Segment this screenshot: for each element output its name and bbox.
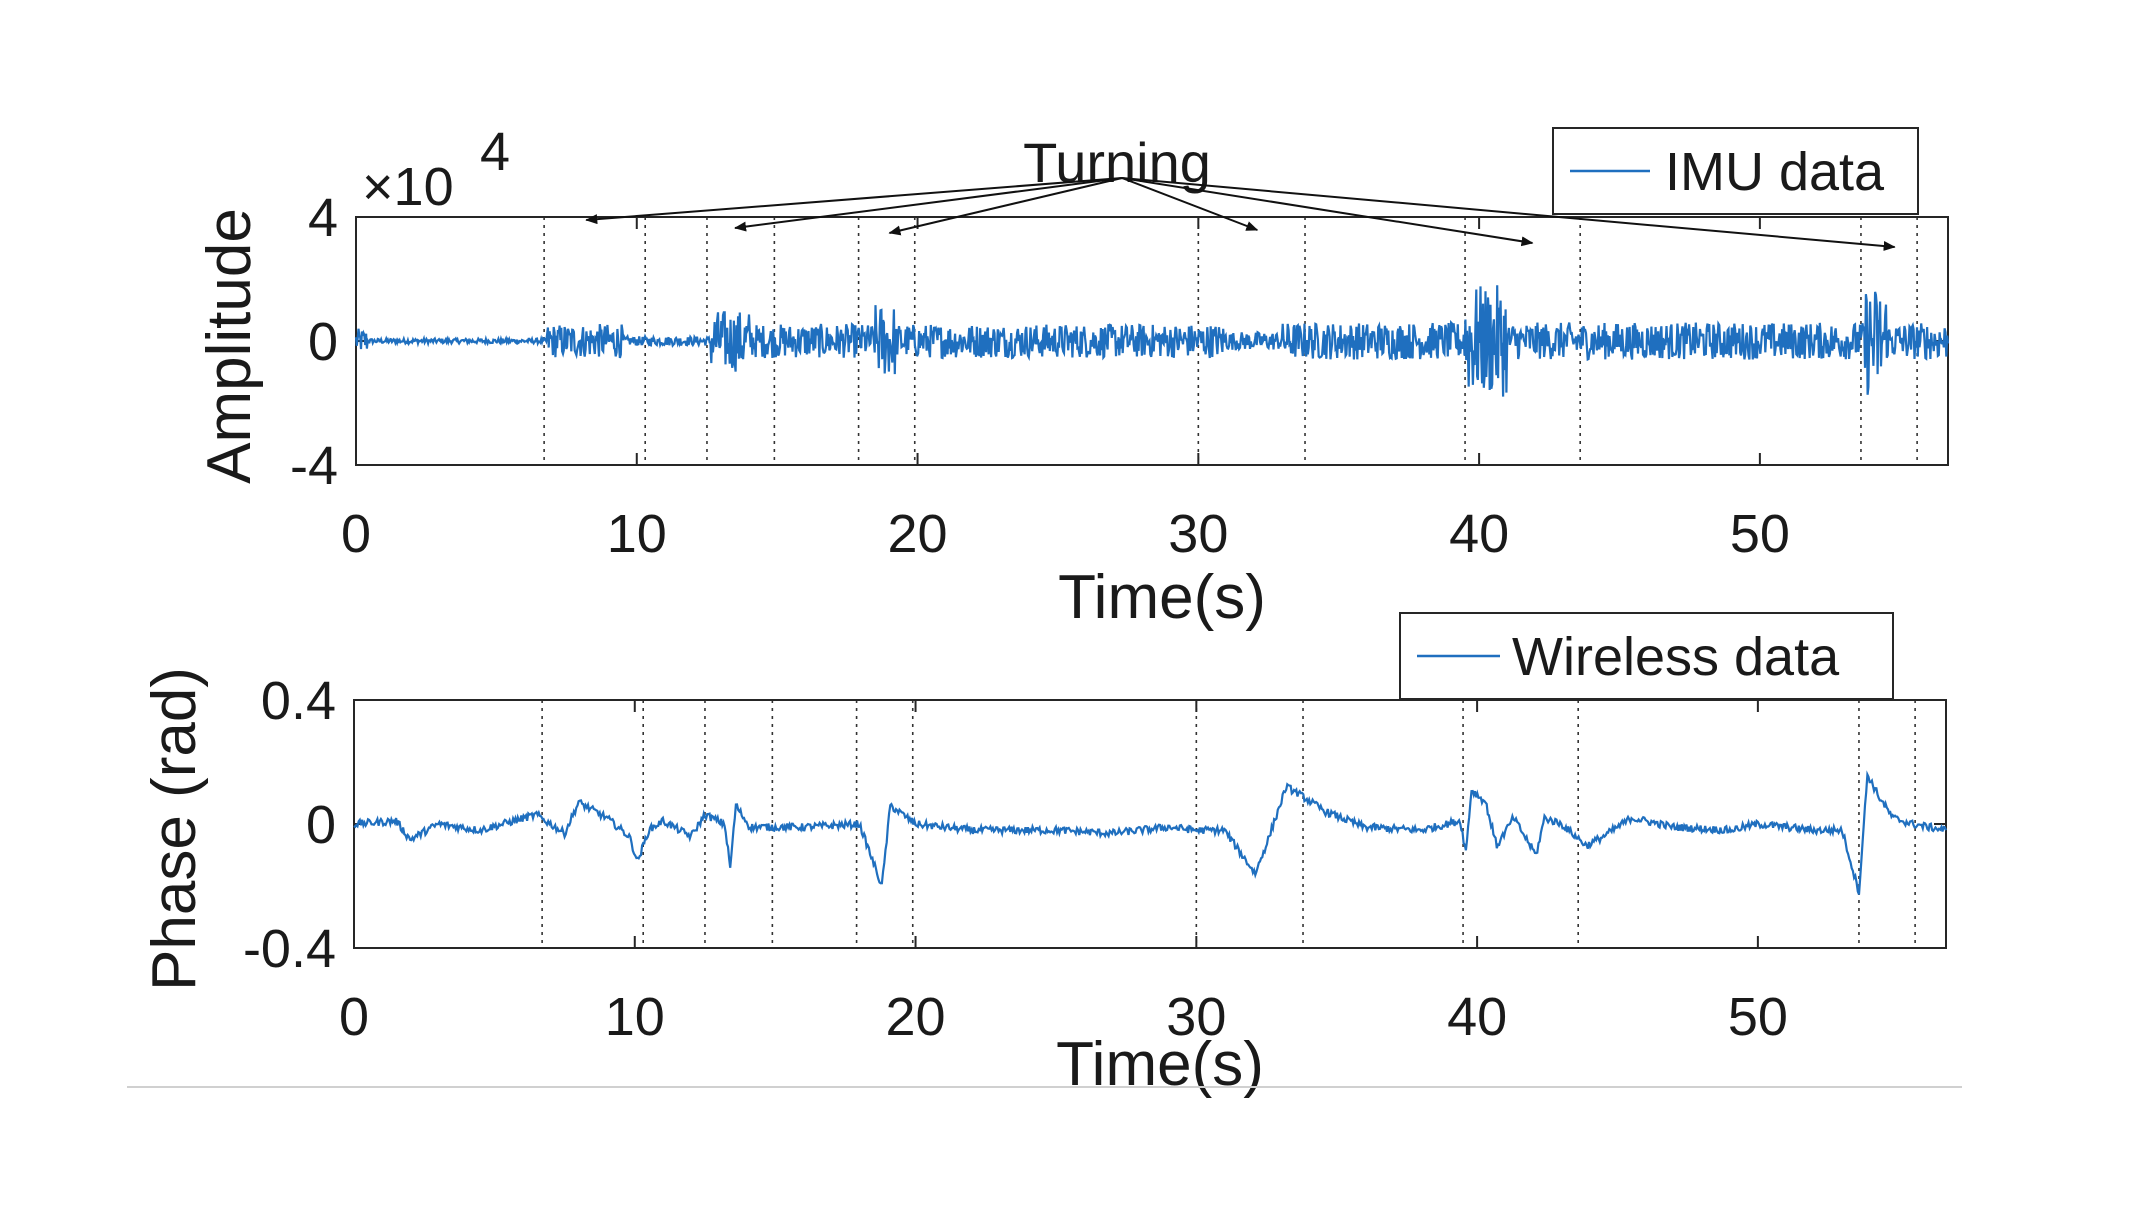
turning-arrow [734, 177, 1123, 232]
legend-label: Wireless data [1512, 627, 1840, 687]
axes-box [353, 699, 1947, 949]
turning-arrow [585, 177, 1123, 225]
y-multiplier-exponent: 4 [480, 122, 510, 182]
series-line [354, 285, 1950, 397]
turning-arrow [1121, 177, 1259, 231]
turning-guides [541, 217, 1918, 948]
x-axis-label: Time(s) [1056, 1030, 1264, 1099]
legend: IMU data [1552, 127, 1919, 215]
x-tick-label: 40 [1449, 504, 1509, 564]
y-tick-label: 0 [306, 795, 336, 855]
y-tick-label: 0.4 [261, 671, 336, 731]
x-tick-label: 40 [1447, 987, 1507, 1047]
x-axis-label: Time(s) [1058, 563, 1266, 632]
series-line [353, 770, 1948, 895]
y-tick-label: 4 [308, 188, 338, 248]
x-tick-label: 0 [339, 987, 369, 1047]
turning-arrow [888, 177, 1123, 236]
y-axis-label: Amplitude [195, 208, 264, 484]
x-tick-label: 30 [1168, 504, 1228, 564]
legend-label: IMU data [1665, 142, 1885, 202]
turning-label: Turning [1023, 131, 1211, 194]
x-tick-label: 50 [1730, 504, 1790, 564]
legend-box [1552, 127, 1919, 215]
y-axis-label: Phase (rad) [140, 667, 209, 991]
x-tick-label: 0 [341, 504, 371, 564]
x-tick-label: 30 [1166, 987, 1226, 1047]
turning-annotation: Turning [585, 131, 1896, 252]
y-multiplier: ×10 [362, 157, 454, 217]
turning-arrow [1121, 177, 1896, 252]
y-tick-label: 0 [308, 312, 338, 372]
y-tick-label: -0.4 [243, 919, 336, 979]
x-tick-label: 10 [607, 504, 667, 564]
x-tick-label: 20 [888, 504, 948, 564]
legend: Wireless data [1399, 612, 1894, 700]
x-tick-label: 50 [1728, 987, 1788, 1047]
y-tick-label: -4 [290, 436, 338, 496]
x-tick-label: 10 [605, 987, 665, 1047]
x-tick-label: 20 [886, 987, 946, 1047]
turning-arrow [1121, 177, 1534, 247]
